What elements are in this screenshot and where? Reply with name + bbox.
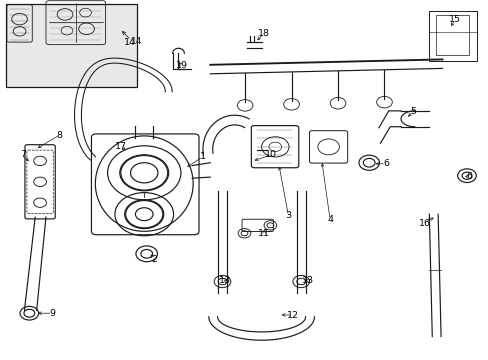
Text: 1: 1 — [200, 152, 205, 161]
Text: 17: 17 — [115, 142, 127, 151]
Text: 12: 12 — [287, 310, 299, 320]
Bar — [428, 11, 476, 61]
Text: 4: 4 — [326, 215, 332, 224]
Text: 10: 10 — [265, 150, 277, 159]
Text: 5: 5 — [409, 107, 415, 116]
Text: 2: 2 — [151, 255, 157, 264]
Text: 3: 3 — [285, 211, 291, 220]
Text: 14: 14 — [123, 38, 135, 47]
Text: 14: 14 — [131, 37, 142, 46]
Text: 7: 7 — [20, 150, 26, 159]
Text: 6: 6 — [466, 172, 471, 181]
Text: 13: 13 — [302, 276, 313, 285]
Bar — [435, 15, 468, 55]
Text: 18: 18 — [258, 29, 269, 37]
Text: 11: 11 — [258, 230, 269, 238]
Text: 13: 13 — [219, 276, 230, 285]
Text: 9: 9 — [50, 309, 56, 318]
Text: 19: 19 — [176, 61, 187, 70]
Bar — [6, 4, 137, 87]
Text: 16: 16 — [418, 219, 429, 228]
Text: 15: 15 — [448, 15, 460, 24]
Text: 8: 8 — [57, 130, 62, 139]
Text: 6: 6 — [383, 159, 388, 168]
